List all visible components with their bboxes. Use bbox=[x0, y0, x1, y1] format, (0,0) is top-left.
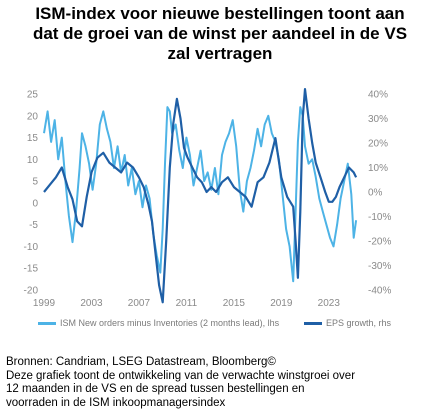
series-line-ism bbox=[43, 106, 358, 283]
left-tick-label: -15 bbox=[24, 264, 39, 275]
legend-label-ism: ISM New orders minus Inventories (2 mont… bbox=[60, 318, 280, 328]
right-tick-label: 0% bbox=[368, 188, 383, 199]
left-tick-label: -10 bbox=[24, 242, 39, 253]
x-tick-label: 2015 bbox=[223, 298, 246, 309]
description-line-2: 12 maanden in de VS en de spread tussen … bbox=[6, 383, 305, 395]
right-tick-label: 30% bbox=[368, 114, 388, 125]
legend-swatch-eps bbox=[304, 321, 322, 325]
right-tick-label: 10% bbox=[368, 163, 388, 174]
left-tick-label: 5 bbox=[32, 177, 38, 188]
title-line-1: ISM-index voor nieuwe bestellingen toont… bbox=[35, 4, 405, 23]
x-tick-label: 2007 bbox=[128, 298, 151, 309]
right-tick-label: -20% bbox=[368, 237, 391, 248]
right-axis-ticks: 40% 30% 20% 10% 0% -10% -20% -30% -40% bbox=[368, 90, 391, 297]
left-tick-label: 15 bbox=[27, 133, 39, 144]
legend-swatch-ism bbox=[38, 321, 56, 325]
right-tick-label: -30% bbox=[368, 261, 391, 272]
source-line: Bronnen: Candriam, LSEG Datastream, Bloo… bbox=[6, 356, 276, 368]
left-tick-label: 10 bbox=[27, 155, 39, 166]
x-axis-ticks: 1999 2003 2007 2011 2015 2019 2023 bbox=[33, 298, 340, 309]
description-line-1: Deze grafiek toont de ontwikkeling van d… bbox=[6, 369, 356, 382]
x-tick-label: 2003 bbox=[80, 298, 103, 309]
x-tick-label: 1999 bbox=[33, 298, 56, 309]
description-line-3: voorraden in de ISM inkoopmanagersindex bbox=[6, 396, 226, 409]
x-tick-label: 2019 bbox=[270, 298, 293, 309]
left-tick-label: 25 bbox=[27, 90, 39, 101]
right-tick-label: -40% bbox=[368, 286, 391, 297]
legend-item-eps: EPS growth, rhs bbox=[304, 318, 391, 328]
title-line-3: zal vertragen bbox=[167, 44, 273, 63]
legend-label-eps: EPS growth, rhs bbox=[326, 318, 392, 328]
left-tick-label: -20 bbox=[24, 286, 39, 297]
legend-item-ism: ISM New orders minus Inventories (2 mont… bbox=[38, 318, 279, 328]
x-tick-label: 2023 bbox=[318, 298, 341, 309]
left-axis-ticks: 25 20 15 10 5 0 -5 -10 -15 -20 bbox=[24, 90, 39, 297]
footnote: Bronnen: Candriam, LSEG Datastream, Bloo… bbox=[6, 356, 436, 410]
left-tick-label: 0 bbox=[32, 198, 38, 209]
x-tick-label: 2011 bbox=[176, 298, 198, 309]
series-line-eps bbox=[43, 88, 358, 304]
right-tick-label: 20% bbox=[368, 139, 388, 150]
title-line-2: dat de groei van de winst per aandeel in… bbox=[32, 24, 408, 43]
left-tick-label: -5 bbox=[29, 220, 38, 231]
left-tick-label: 20 bbox=[27, 111, 39, 122]
series-lines bbox=[43, 88, 358, 304]
right-tick-label: 40% bbox=[368, 90, 388, 101]
chart-title: ISM-index voor nieuwe bestellingen toont… bbox=[0, 4, 440, 64]
right-tick-label: -10% bbox=[368, 212, 391, 223]
